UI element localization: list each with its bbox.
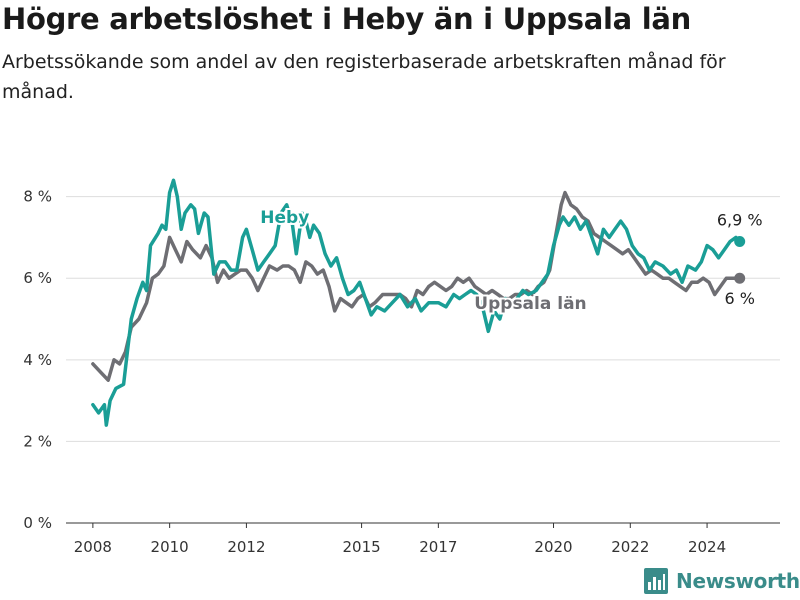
newsworthy-brand: Newsworthy (644, 568, 800, 594)
x-tick-label: 2015 (342, 538, 380, 556)
x-tick-label: 2017 (419, 538, 457, 556)
y-tick-label: 6 % (23, 269, 52, 287)
series-line-heby (91, 178, 742, 427)
end-point-heby (734, 236, 746, 248)
y-axis-ticks: 0 % 2 % 4 % 6 % 8 % (23, 188, 52, 532)
brand-name: Newsworthy (676, 569, 800, 593)
y-tick-label: 4 % (23, 351, 52, 369)
x-tick-label: 2010 (151, 538, 189, 556)
end-point-uppsala-l-n (734, 272, 746, 284)
x-tick-label: 2012 (227, 538, 265, 556)
series-label-uppsala-l-n: Uppsala län (474, 294, 586, 314)
y-tick-label: 8 % (23, 188, 52, 206)
x-axis: 2008 2010 2012 2015 2017 2020 2022 2024 (66, 522, 780, 556)
series-lines (91, 178, 746, 427)
x-tick-label: 2024 (688, 538, 726, 556)
x-tick-label: 2022 (611, 538, 649, 556)
y-tick-label: 2 % (23, 432, 52, 450)
newsworthy-logo-icon (644, 568, 668, 594)
end-label-heby: 6,9 % (717, 211, 763, 230)
y-tick-label: 0 % (23, 514, 52, 532)
end-label-uppsala-l-n: 6 % (724, 289, 754, 308)
x-tick-label: 2008 (74, 538, 112, 556)
chart-subtitle: Arbetssökande som andel av den registerb… (2, 51, 726, 103)
series-labels: 6,9 % 6 % Heby Uppsala län (258, 206, 763, 316)
grid-lines (66, 196, 780, 442)
series-label-heby: Heby (260, 208, 309, 228)
chart-title: Högre arbetslöshet i Heby än i Uppsala l… (2, 2, 691, 36)
series-line-uppsala-l-n (91, 190, 742, 382)
x-tick-label: 2020 (534, 538, 572, 556)
